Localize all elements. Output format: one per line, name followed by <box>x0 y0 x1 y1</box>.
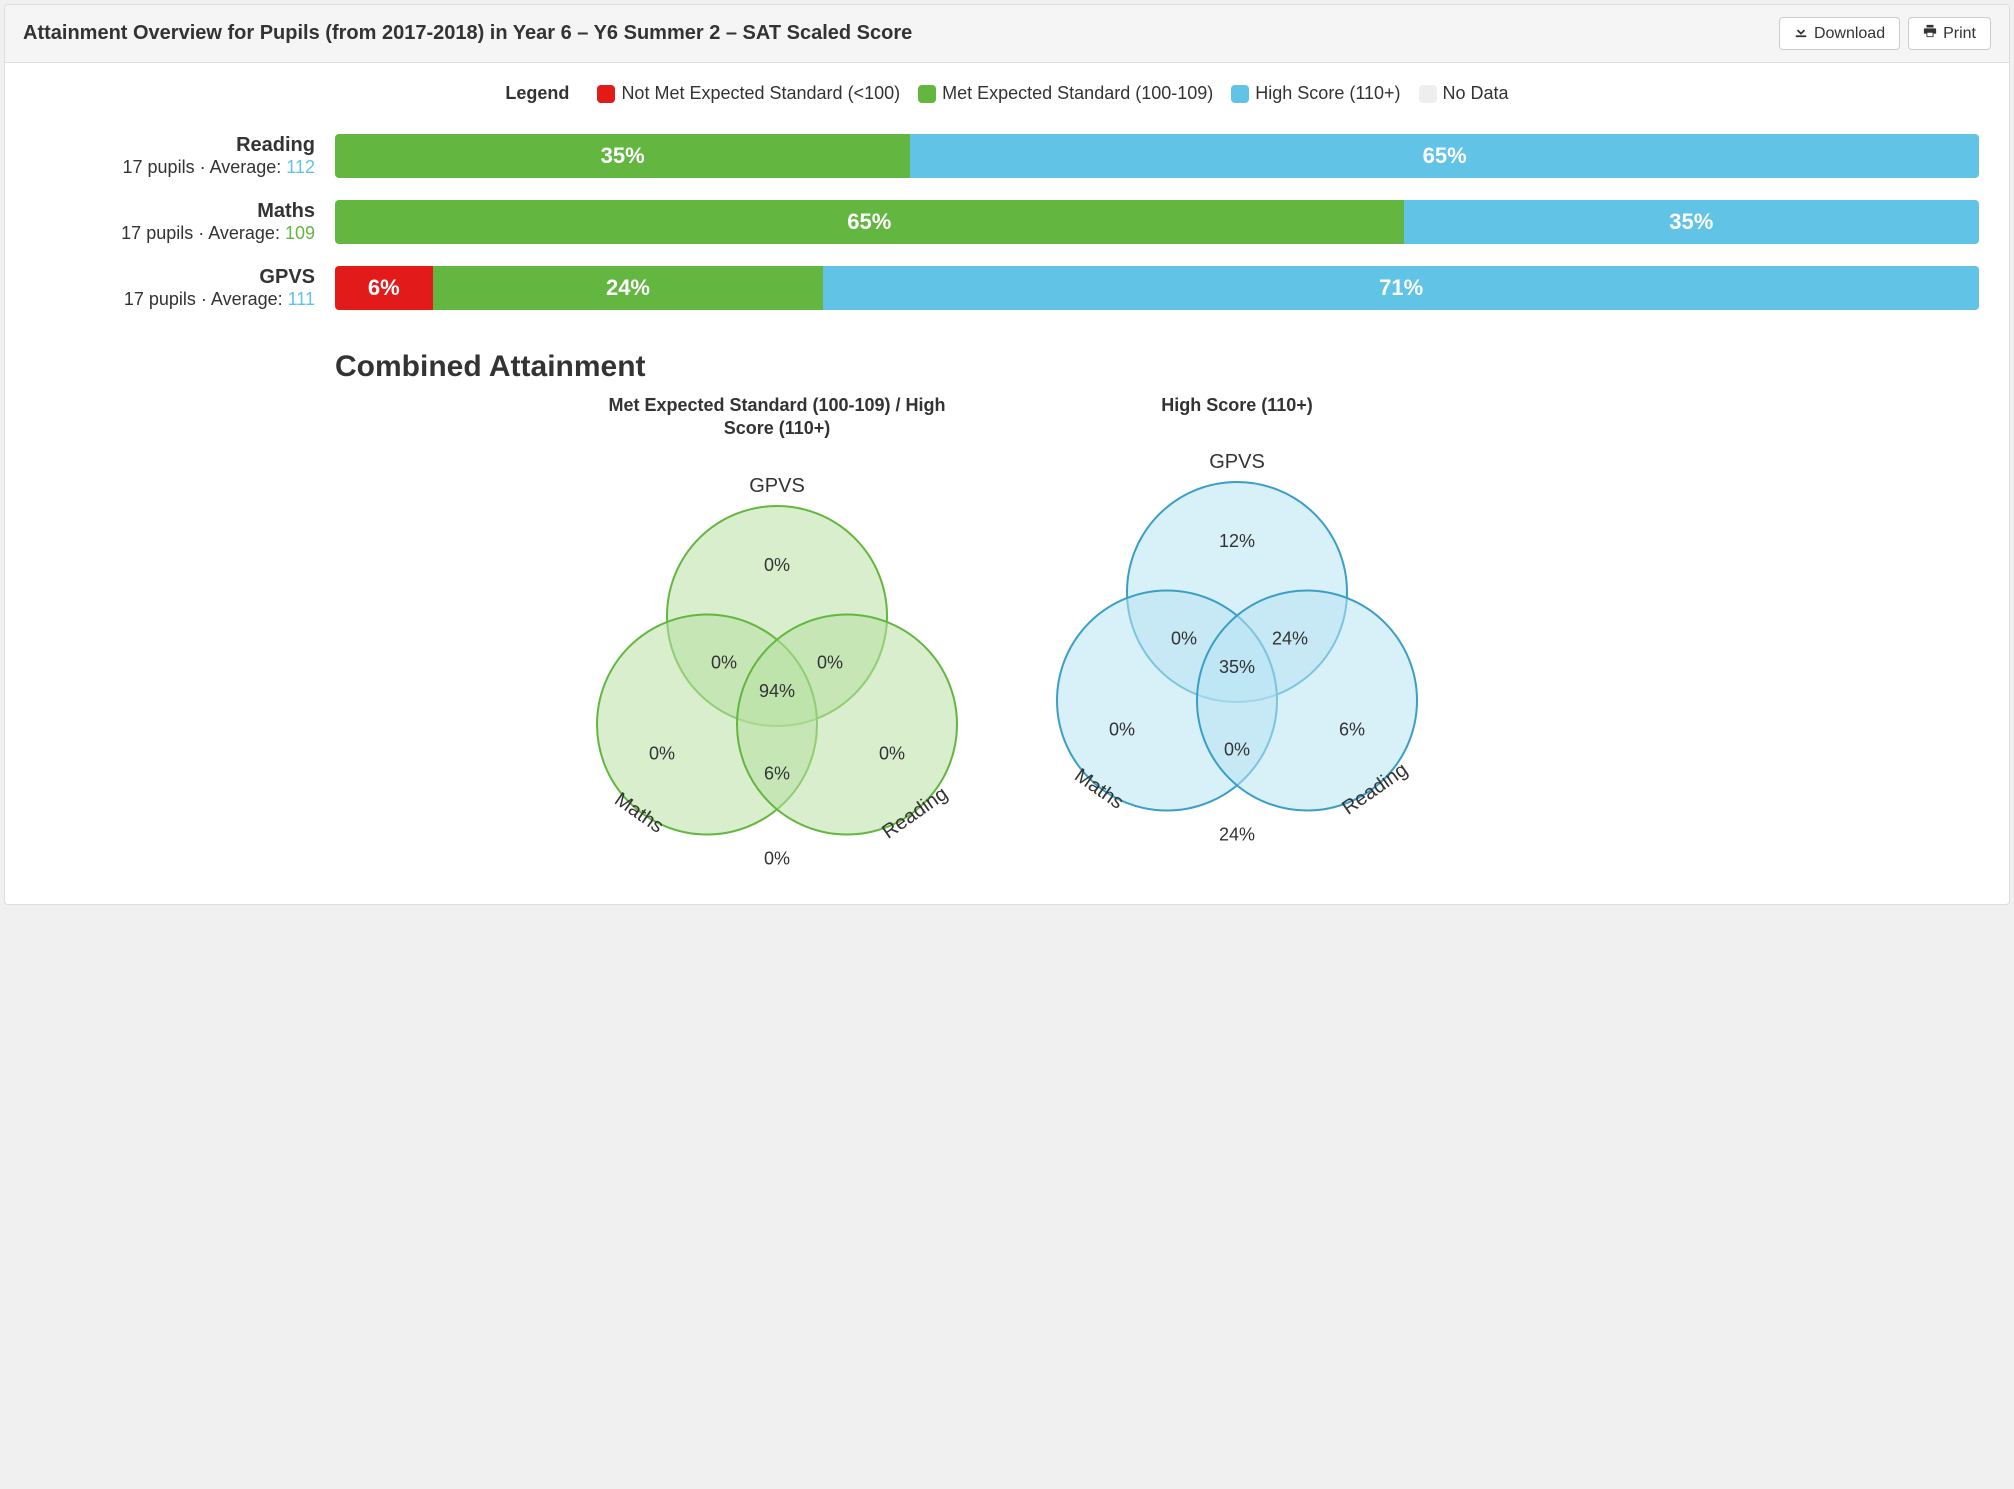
subject-meta-prefix: 17 pupils · Average: <box>123 157 287 177</box>
print-button[interactable]: Print <box>1908 17 1991 50</box>
venn-outside: 24% <box>1219 825 1255 845</box>
legend-item: Not Met Expected Standard (<100) <box>597 83 900 104</box>
venn-left-only: 0% <box>649 743 675 763</box>
subject-meta: 17 pupils · Average: 109 <box>35 223 315 244</box>
subject-average: 109 <box>285 223 315 243</box>
legend-swatch <box>1419 85 1437 103</box>
subject-label: GPVS17 pupils · Average: 111 <box>35 266 335 310</box>
subject-name: GPVS <box>35 266 315 289</box>
legend-item: High Score (110+) <box>1231 83 1400 104</box>
subject-label: Reading17 pupils · Average: 112 <box>35 134 335 178</box>
bar-segment: 35% <box>335 134 910 178</box>
download-icon <box>1794 24 1808 43</box>
subject-meta-prefix: 17 pupils · Average: <box>124 289 288 309</box>
venn-left-right: 6% <box>764 763 790 783</box>
stacked-bar: 65%35% <box>335 200 1979 244</box>
subject-meta: 17 pupils · Average: 111 <box>35 289 315 310</box>
venn-center: 35% <box>1219 657 1255 677</box>
venn-title: High Score (110+) <box>1057 394 1417 417</box>
bar-segment: 6% <box>335 266 433 310</box>
combined-title: Combined Attainment <box>335 350 1979 384</box>
page-title: Attainment Overview for Pupils (from 201… <box>23 22 912 45</box>
venn-center: 94% <box>759 681 795 701</box>
subject-row: Maths17 pupils · Average: 10965%35% <box>35 200 1979 244</box>
legend-label: No Data <box>1443 83 1509 104</box>
subject-average: 112 <box>286 157 315 177</box>
stacked-bar: 35%65% <box>335 134 1979 178</box>
legend: Legend Not Met Expected Standard (<100) M… <box>35 83 1979 104</box>
venn-left-only: 0% <box>1109 720 1135 740</box>
bar-segment: 35% <box>1404 200 1979 244</box>
legend-item: Met Expected Standard (100-109) <box>918 83 1213 104</box>
venn-right-only: 0% <box>879 743 905 763</box>
venn-right-only: 6% <box>1339 720 1365 740</box>
subject-row: Reading17 pupils · Average: 11235%65% <box>35 134 1979 178</box>
subject-meta: 17 pupils · Average: 112 <box>35 157 315 178</box>
stacked-bar: 6%24%71% <box>335 266 1979 310</box>
bar-segment: 24% <box>433 266 824 310</box>
venn-top-left: 0% <box>711 652 737 672</box>
venn-outside: 0% <box>764 848 790 868</box>
legend-label: Met Expected Standard (100-109) <box>942 83 1213 104</box>
legend-title: Legend <box>505 83 569 104</box>
venn-label-top: GPVS <box>1209 451 1265 473</box>
subject-meta-prefix: 17 pupils · Average: <box>121 223 285 243</box>
panel-body: Legend Not Met Expected Standard (<100) M… <box>5 63 2009 904</box>
download-label: Download <box>1814 25 1885 43</box>
subject-row: GPVS17 pupils · Average: 1116%24%71% <box>35 266 1979 310</box>
venn-top-right: 24% <box>1272 629 1308 649</box>
venn-left-right: 0% <box>1224 740 1250 760</box>
subject-name: Reading <box>35 134 315 157</box>
subject-label: Maths17 pupils · Average: 109 <box>35 200 335 244</box>
bar-segment: 71% <box>823 266 1979 310</box>
print-label: Print <box>1943 25 1976 43</box>
legend-swatch <box>1231 85 1249 103</box>
venn-block: High Score (110+) 12% 0% 6% 0% 24% 0% 35% 24% GPV… <box>1027 394 1447 874</box>
venn-label-top: GPVS <box>749 475 805 497</box>
subject-average: 111 <box>288 289 315 309</box>
venn-block: Met Expected Standard (100-109) / High S… <box>567 394 987 874</box>
venn-diagram: 12%0%6%0%24%0%35%24%GPVSMathsReading <box>1027 425 1447 845</box>
print-icon <box>1923 24 1937 43</box>
subject-bars: Reading17 pupils · Average: 11235%65%Mat… <box>35 134 1979 310</box>
bar-segment: 65% <box>910 134 1979 178</box>
legend-swatch <box>918 85 936 103</box>
venn-title: Met Expected Standard (100-109) / High S… <box>597 394 957 441</box>
panel-header: Attainment Overview for Pupils (from 201… <box>5 5 2009 63</box>
venn-container: Met Expected Standard (100-109) / High S… <box>35 394 1979 874</box>
legend-label: High Score (110+) <box>1255 83 1400 104</box>
legend-label: Not Met Expected Standard (<100) <box>621 83 900 104</box>
venn-top-left: 0% <box>1171 629 1197 649</box>
venn-diagram: 0%0%0%0%0%6%94%0%GPVSMathsReading <box>567 449 987 869</box>
legend-item: No Data <box>1419 83 1509 104</box>
venn-top-right: 0% <box>817 652 843 672</box>
legend-swatch <box>597 85 615 103</box>
subject-name: Maths <box>35 200 315 223</box>
header-actions: Download Print <box>1779 17 1991 50</box>
bar-segment: 65% <box>335 200 1404 244</box>
download-button[interactable]: Download <box>1779 17 1900 50</box>
venn-top-only: 0% <box>764 555 790 575</box>
venn-top-only: 12% <box>1219 531 1255 551</box>
attainment-panel: Attainment Overview for Pupils (from 201… <box>4 4 2010 905</box>
